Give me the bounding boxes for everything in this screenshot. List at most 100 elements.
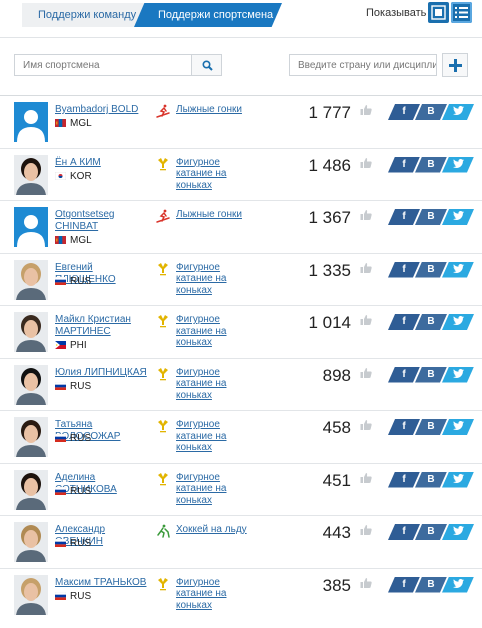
thumbs-up-icon[interactable] bbox=[360, 157, 372, 169]
facebook-share-button[interactable]: f bbox=[388, 314, 420, 330]
thumbs-up-icon[interactable] bbox=[360, 367, 372, 379]
view-mode-label: Показывать bbox=[366, 7, 427, 19]
tab-support-athlete[interactable]: Поддержи спортсмена bbox=[134, 3, 282, 27]
facebook-share-button[interactable]: f bbox=[388, 209, 420, 225]
facebook-share-button[interactable]: f bbox=[388, 576, 420, 593]
athlete-name-link[interactable]: Татьяна ВОЛОСОЖАР bbox=[55, 419, 121, 442]
discipline-link[interactable]: Фигурное катание на коньках bbox=[176, 471, 227, 506]
vk-share-button[interactable]: B bbox=[415, 156, 447, 173]
athlete-name-link[interactable]: Майкл Кристиан МАРТИНЕС bbox=[55, 314, 131, 337]
country-code: RUS bbox=[70, 433, 92, 444]
tab-support-team[interactable]: Поддержи команду bbox=[22, 3, 152, 27]
thumbs-up-icon[interactable] bbox=[360, 314, 372, 326]
twitter-share-button[interactable] bbox=[442, 419, 474, 435]
vk-share-button[interactable]: B bbox=[415, 524, 447, 540]
thumbs-up-icon[interactable] bbox=[360, 262, 372, 274]
country-code: RUS bbox=[70, 538, 92, 549]
athlete-row: Татьяна ВОЛОСОЖАР RUS Фигурное катание на … bbox=[0, 410, 482, 463]
country-code: RUS bbox=[70, 590, 92, 602]
vk-share-button[interactable]: B bbox=[415, 314, 447, 330]
search-button[interactable] bbox=[192, 54, 222, 76]
athlete-country: RUS bbox=[55, 276, 91, 287]
athlete-photo[interactable] bbox=[14, 522, 48, 562]
athlete-photo[interactable] bbox=[14, 207, 48, 247]
list-view-icon bbox=[455, 7, 468, 18]
discipline-link[interactable]: Фигурное катание на коньках bbox=[176, 156, 227, 191]
thumbs-up-icon[interactable] bbox=[360, 209, 372, 221]
twitter-share-button[interactable] bbox=[442, 261, 474, 278]
facebook-share-button[interactable]: f bbox=[388, 471, 420, 488]
support-count: 1 777 bbox=[308, 103, 351, 122]
discipline-link[interactable]: Фигурное катание на коньках bbox=[176, 261, 227, 296]
athlete-photo[interactable] bbox=[14, 364, 48, 405]
athlete-name-link[interactable]: Юлия ЛИПНИЦКАЯ bbox=[55, 366, 147, 378]
athlete-name-link[interactable]: Александр ОВЕЧКИН bbox=[55, 524, 106, 547]
athlete-name-link[interactable]: Аделина СОТНИКОВА bbox=[55, 471, 117, 495]
twitter-icon bbox=[452, 158, 464, 168]
facebook-share-button[interactable]: f bbox=[388, 419, 420, 435]
discipline-link[interactable]: Фигурное катание на коньках bbox=[176, 576, 227, 611]
athlete-photo[interactable] bbox=[14, 417, 48, 457]
athlete-list: Byambadorj BOLD MGL Лыжные гонки 1 777 f B Ён … bbox=[0, 95, 482, 620]
thumbs-up-icon[interactable] bbox=[360, 524, 372, 536]
twitter-share-button[interactable] bbox=[442, 104, 474, 120]
facebook-share-button[interactable]: f bbox=[388, 156, 420, 173]
vk-share-button[interactable]: B bbox=[415, 471, 447, 488]
grid-view-button[interactable] bbox=[428, 2, 449, 23]
vk-share-button[interactable]: B bbox=[415, 366, 447, 383]
skier-icon bbox=[156, 209, 170, 223]
twitter-share-button[interactable] bbox=[442, 209, 474, 225]
thumbs-up-icon[interactable] bbox=[360, 472, 372, 484]
facebook-share-button[interactable]: f bbox=[388, 261, 420, 278]
discipline-link[interactable]: Лыжные гонки bbox=[176, 209, 242, 220]
twitter-share-button[interactable] bbox=[442, 366, 474, 383]
twitter-share-button[interactable] bbox=[442, 471, 474, 488]
athlete-photo[interactable] bbox=[14, 469, 48, 510]
vk-share-button[interactable]: B bbox=[415, 209, 447, 225]
athlete-name-link[interactable]: Евгений ПЛЮЩЕНКО bbox=[55, 261, 116, 285]
vk-share-button[interactable]: B bbox=[415, 261, 447, 278]
add-filter-button[interactable] bbox=[442, 53, 468, 77]
discipline-link[interactable]: Фигурное катание на коньках bbox=[176, 419, 227, 453]
support-count: 1 367 bbox=[308, 208, 351, 227]
athlete-photo[interactable] bbox=[14, 154, 48, 195]
list-view-button[interactable] bbox=[451, 2, 472, 23]
twitter-share-button[interactable] bbox=[442, 314, 474, 330]
athlete-photo[interactable] bbox=[14, 259, 48, 300]
discipline-link[interactable]: Фигурное катание на коньках bbox=[176, 314, 227, 348]
athlete-photo[interactable] bbox=[14, 102, 48, 142]
athlete-photo[interactable] bbox=[14, 312, 48, 352]
twitter-share-button[interactable] bbox=[442, 524, 474, 540]
thumbs-up-icon[interactable] bbox=[360, 577, 372, 589]
athlete-name-link[interactable]: Максим ТРАНЬКОВ bbox=[55, 576, 147, 588]
twitter-icon bbox=[452, 316, 464, 325]
flag-icon bbox=[55, 591, 66, 600]
athlete-name-input[interactable] bbox=[14, 54, 192, 76]
athlete-name-link[interactable]: Ён А КИМ bbox=[55, 156, 101, 168]
athlete-name-link[interactable]: Otgontsetseg CHINBAT bbox=[55, 209, 115, 232]
country-discipline-input[interactable] bbox=[289, 54, 437, 76]
facebook-share-button[interactable]: f bbox=[388, 104, 420, 120]
flag-icon bbox=[55, 119, 66, 127]
discipline-link[interactable]: Фигурное катание на коньках bbox=[176, 366, 227, 401]
thumbs-up-icon[interactable] bbox=[360, 104, 372, 116]
vk-share-button[interactable]: B bbox=[415, 419, 447, 435]
vk-share-button[interactable]: B bbox=[415, 576, 447, 593]
twitter-share-button[interactable] bbox=[442, 576, 474, 593]
twitter-icon bbox=[452, 473, 464, 483]
flag-icon bbox=[55, 341, 66, 349]
athlete-name-link[interactable]: Byambadorj BOLD bbox=[55, 104, 139, 115]
vk-share-button[interactable]: B bbox=[415, 104, 447, 120]
facebook-share-button[interactable]: f bbox=[388, 524, 420, 540]
athlete-country: PHI bbox=[55, 340, 87, 351]
facebook-share-button[interactable]: f bbox=[388, 366, 420, 383]
discipline-link[interactable]: Хоккей на льду bbox=[176, 524, 247, 535]
athlete-row: Максим ТРАНЬКОВ RUS Фигурное катание на ко… bbox=[0, 567, 482, 621]
athlete-photo[interactable] bbox=[14, 574, 48, 615]
discipline-link[interactable]: Лыжные гонки bbox=[176, 104, 242, 115]
thumbs-up-icon[interactable] bbox=[360, 419, 372, 431]
twitter-share-button[interactable] bbox=[442, 156, 474, 173]
athlete-row: Byambadorj BOLD MGL Лыжные гонки 1 777 f B bbox=[0, 95, 482, 148]
